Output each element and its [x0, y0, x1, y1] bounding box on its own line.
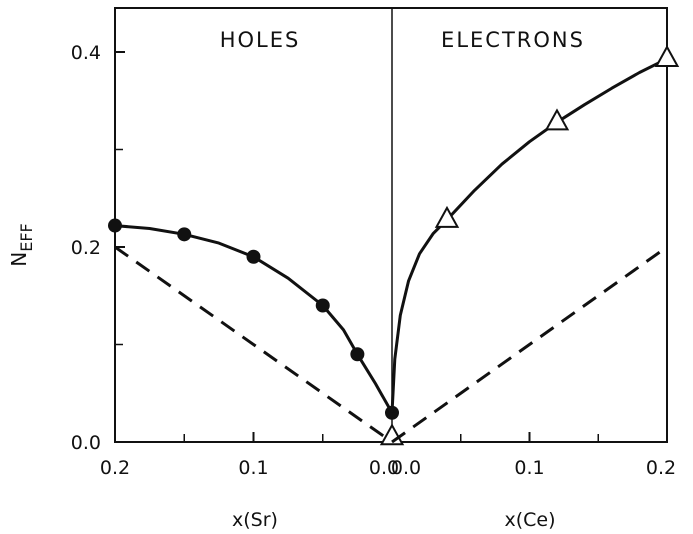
x-axis-title-ce: x(Ce) [504, 509, 555, 531]
fit-curve-0 [114, 224, 394, 414]
svg-text:NEFF: NEFF [7, 223, 36, 266]
y-axis-title-main: N [7, 252, 31, 267]
x-tick-label-0-2: 0.0 [369, 457, 399, 479]
point-holes-2 [246, 249, 261, 264]
x-tick-label-1-1: 0.1 [514, 457, 544, 479]
point-holes-0 [108, 218, 122, 233]
point-holes-4 [350, 347, 365, 362]
x-axis-ce: 0.0 0.1 0.2 [391, 432, 676, 479]
y-axis-title-sub: EFF [17, 223, 36, 252]
dashed-line-1 [391, 245, 668, 444]
y-axis-title: NEFF [7, 223, 36, 266]
point-holes-3 [315, 298, 330, 313]
x-tick-label-0-0: 0.2 [100, 457, 130, 479]
x-axis-title-sr: x(Sr) [232, 509, 278, 531]
plot-border [114, 7, 668, 443]
x-tick-label-1-2: 0.2 [646, 457, 676, 479]
point-electrons-1 [434, 205, 460, 228]
series-group [108, 44, 680, 446]
point-electrons-2 [544, 108, 570, 131]
y-tick-label-1: 0.2 [71, 237, 101, 259]
fit-curve-1 [390, 57, 668, 413]
point-electrons-3 [654, 44, 680, 67]
region-label-holes: HOLES [220, 28, 301, 52]
x-axis-sr: 0.2 0.1 0.0 [100, 432, 399, 479]
point-holes-1 [177, 227, 192, 242]
y-tick-label-2: 0.4 [71, 42, 101, 64]
y-axis: 0.0 0.2 0.4 [71, 42, 125, 454]
y-tick-label-0: 0.0 [71, 432, 101, 454]
region-label-electrons: ELECTRONS [441, 28, 585, 52]
dashed-line-0 [114, 245, 393, 444]
x-tick-label-1-0: 0.0 [391, 457, 421, 479]
plot-frame [114, 7, 668, 443]
x-tick-label-0-1: 0.1 [238, 457, 268, 479]
labels-group: HOLES ELECTRONS x(Sr) x(Ce) NEFF [7, 28, 585, 531]
